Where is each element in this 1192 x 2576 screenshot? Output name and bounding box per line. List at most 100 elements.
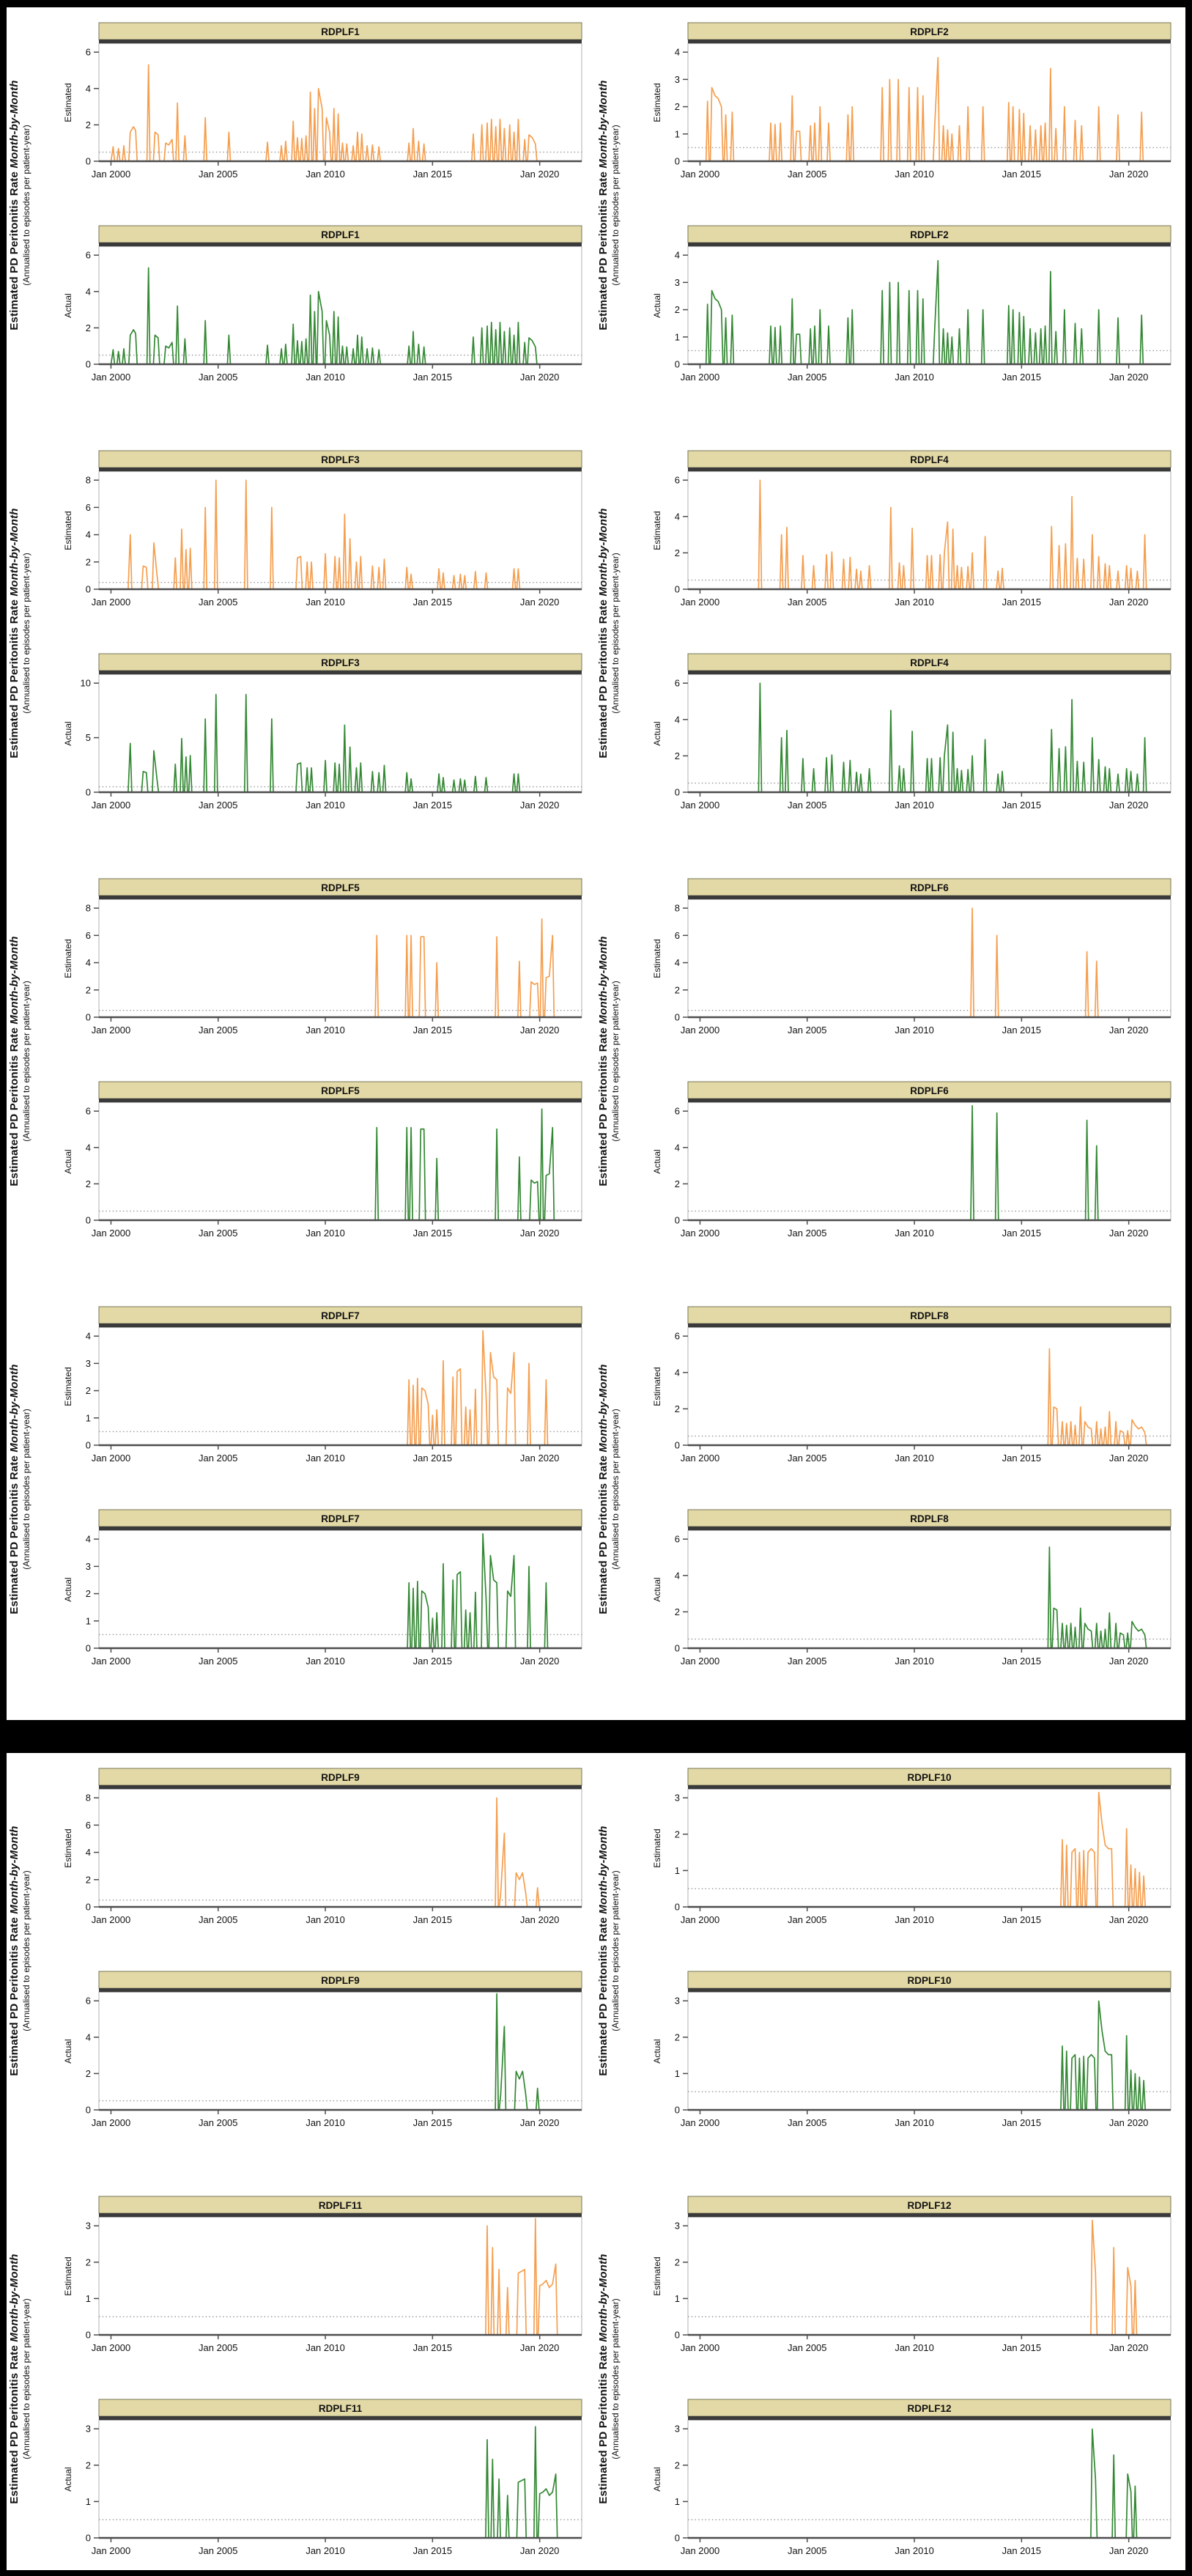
y-tick-label: 0 [675, 359, 680, 370]
y-tick-label: 6 [675, 930, 680, 941]
x-tick-label: Jan 2000 [92, 800, 131, 811]
band-dark-strip [688, 2416, 1171, 2420]
x-tick-label: Jan 2005 [199, 800, 238, 811]
x-tick-label: Jan 2005 [788, 1228, 827, 1239]
x-tick-label: Jan 2010 [306, 1656, 345, 1667]
facility-title: RDPLF3 [321, 657, 360, 668]
facility-title: RDPLF11 [319, 2403, 363, 2414]
band-dark-strip [99, 243, 582, 246]
plot-area [687, 1992, 1171, 2111]
y-tick-label: 4 [86, 1847, 91, 1858]
facility-block-RDPLF1: Estimated PD Peritonitis Rate Month-by-M… [7, 7, 596, 435]
x-tick-label: Jan 2005 [199, 1453, 238, 1464]
y-tick-label: 6 [675, 678, 680, 689]
band-dark-strip [688, 243, 1171, 246]
facility-block-RDPLF9: Estimated PD Peritonitis Rate Month-by-M… [7, 1753, 596, 2181]
y-tick-label: 6 [675, 1534, 680, 1545]
x-tick-label: Jan 2005 [788, 169, 827, 180]
y-tick-label: 2 [86, 1178, 91, 1189]
y-tick-label: 6 [86, 47, 91, 58]
plot-area [687, 2420, 1171, 2539]
y-tick-label: 0 [86, 359, 91, 370]
y-tick-label: 4 [86, 957, 91, 968]
y-tick-label: 3 [675, 1793, 680, 1804]
y-tick-label: 4 [675, 957, 680, 968]
facility-title: RDPLF9 [321, 1772, 360, 1783]
y-tick-label: 2 [675, 1178, 680, 1189]
y-tick-label: 2 [675, 1828, 680, 1839]
estimated-axis-sublabel: Estimated [63, 939, 73, 978]
facility-title: RDPLF2 [910, 26, 949, 37]
estimated-axis-sublabel: Estimated [63, 2256, 73, 2295]
plot-area [98, 1327, 582, 1446]
y-tick-label: 6 [675, 1106, 680, 1117]
x-tick-label: Jan 2020 [1109, 169, 1149, 180]
y-tick-label: 2 [86, 322, 91, 333]
y-tick-label: 1 [675, 2496, 680, 2507]
x-tick-label: Jan 2015 [1002, 2545, 1042, 2556]
y-tick-label: 8 [86, 1793, 91, 1804]
actual-chart-RDPLF12: RDPLF12 0 1 2 3 Actual Jan 2000 Jan 2005 Jan 201… [652, 2399, 1171, 2556]
y-tick-label: 1 [675, 331, 680, 342]
y-tick-label: 1 [675, 2293, 680, 2304]
x-tick-label: Jan 2005 [788, 1914, 827, 1925]
actual-axis-sublabel: Actual [63, 1149, 73, 1173]
estimated-axis-sublabel: Estimated [652, 511, 662, 550]
y-tick-label: 6 [675, 1331, 680, 1342]
facility-title: RDPLF5 [321, 1085, 360, 1096]
band-dark-strip [99, 2213, 582, 2217]
x-tick-label: Jan 2015 [413, 1656, 453, 1667]
actual-axis-sublabel: Actual [63, 293, 73, 317]
x-tick-label: Jan 2005 [788, 2342, 827, 2353]
y-tick-label: 1 [675, 1865, 680, 1876]
y-tick-label: 2 [675, 304, 680, 315]
x-tick-label: Jan 2005 [199, 1025, 238, 1036]
x-tick-label: Jan 2010 [306, 2117, 345, 2128]
y-tick-label: 2 [86, 1874, 91, 1885]
x-tick-label: Jan 2010 [306, 1228, 345, 1239]
x-tick-label: Jan 2020 [1109, 1453, 1149, 1464]
x-tick-label: Jan 2000 [92, 169, 131, 180]
y-tick-label: 4 [675, 47, 680, 58]
y-tick-label: 3 [86, 2221, 91, 2232]
estimated-chart-RDPLF3: RDPLF3 0 2 4 6 8 Estimated Jan 2000 Jan 2005 Jan … [63, 450, 582, 608]
y-tick-label: 4 [675, 511, 680, 522]
y-tick-label: 4 [86, 1142, 91, 1153]
facility-title: RDPLF3 [321, 454, 360, 465]
y-tick-label: 0 [86, 1215, 91, 1226]
x-tick-label: Jan 2020 [1109, 800, 1149, 811]
band-dark-strip [688, 896, 1171, 899]
actual-axis-sublabel: Actual [652, 2467, 662, 2491]
x-tick-label: Jan 2000 [681, 2342, 720, 2353]
y-tick-label: 2 [86, 556, 91, 567]
x-tick-label: Jan 2015 [413, 1914, 453, 1925]
x-tick-label: Jan 2010 [895, 169, 934, 180]
estimated-axis-sublabel: Estimated [652, 83, 662, 122]
facility-title: RDPLF12 [907, 2200, 951, 2211]
x-tick-label: Jan 2005 [788, 2545, 827, 2556]
band-dark-strip [688, 671, 1171, 674]
x-tick-label: Jan 2010 [306, 2545, 345, 2556]
y-tick-label: 6 [86, 1820, 91, 1831]
y-tick-label: 0 [675, 1215, 680, 1226]
band-dark-strip [99, 40, 582, 43]
y-tick-label: 4 [86, 286, 91, 297]
y-tick-label: 2 [86, 119, 91, 130]
x-tick-label: Jan 2000 [681, 1025, 720, 1036]
x-tick-label: Jan 2020 [520, 2342, 560, 2353]
facility-title: RDPLF11 [319, 2200, 363, 2211]
estimated-axis-sublabel: Estimated [652, 1828, 662, 1867]
x-tick-label: Jan 2005 [788, 1656, 827, 1667]
x-tick-label: Jan 2010 [895, 2342, 934, 2353]
x-tick-label: Jan 2020 [520, 1453, 560, 1464]
x-tick-label: Jan 2020 [520, 1228, 560, 1239]
estimated-axis-sublabel: Estimated [63, 511, 73, 550]
facility-title: RDPLF6 [910, 882, 949, 893]
section-divider [0, 1720, 1192, 1753]
y-tick-label: 0 [675, 2105, 680, 2116]
actual-chart-RDPLF8: RDPLF8 0 2 4 6 Actual Jan 2000 Jan 2005 Jan 2010… [652, 1509, 1171, 1667]
facility-block-RDPLF8: Estimated PD Peritonitis Rate Month-by-M… [596, 1291, 1185, 1719]
band-dark-strip [688, 2213, 1171, 2217]
plot-area [98, 1102, 582, 1221]
band-dark-strip [688, 468, 1171, 471]
